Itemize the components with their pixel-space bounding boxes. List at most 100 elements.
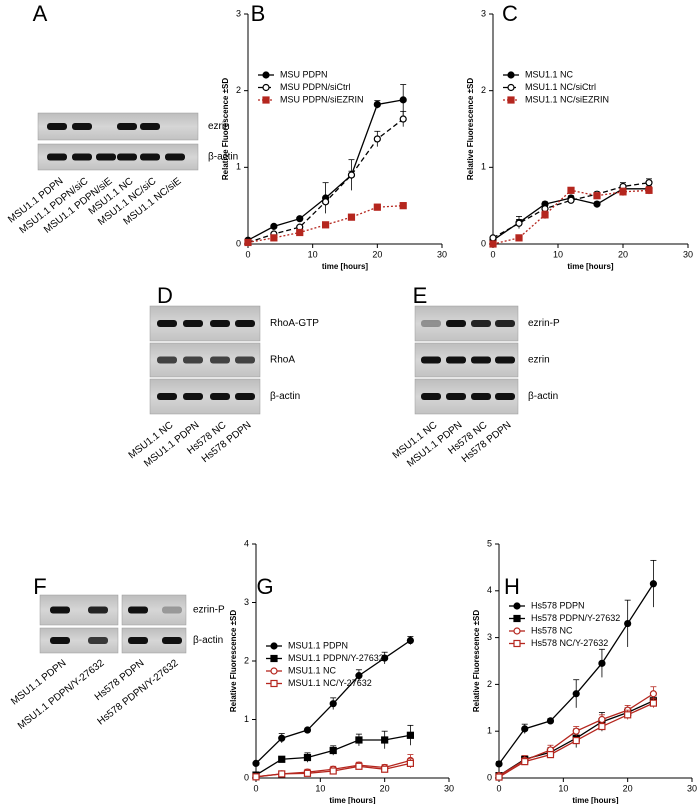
data-point — [572, 690, 580, 698]
blot-band — [47, 153, 67, 161]
data-point — [515, 234, 523, 242]
data-point — [381, 765, 389, 773]
blot-band — [157, 320, 177, 327]
legend-label: MSU PDPN — [280, 69, 328, 79]
data-point — [521, 758, 529, 766]
data-point — [252, 773, 260, 781]
y-axis-label: Relative Fluorescence ±SD — [221, 78, 230, 180]
data-point — [546, 750, 555, 759]
x-tick-label: 30 — [437, 249, 447, 259]
data-point — [521, 725, 529, 733]
blot-band — [140, 153, 160, 161]
blot-band — [421, 393, 441, 400]
data-point — [329, 746, 337, 755]
y-tick-label: 1 — [236, 162, 241, 172]
panel-label: H — [504, 574, 520, 599]
data-point — [355, 672, 363, 680]
y-axis-label: Relative Fluorescence ±SD — [229, 610, 238, 712]
blot-band — [162, 606, 182, 614]
data-point — [495, 773, 503, 781]
y-tick-label: 0 — [487, 772, 492, 782]
blot-row-label: ezrin-P — [193, 605, 225, 616]
x-axis-label: time [hours] — [322, 262, 369, 271]
blot-band — [471, 356, 491, 364]
blot-band — [495, 320, 515, 327]
data-point — [270, 222, 278, 230]
panel-label: A — [33, 1, 48, 26]
data-point — [598, 659, 606, 667]
data-point — [347, 171, 356, 179]
legend-marker — [507, 96, 515, 104]
x-tick-label: 10 — [315, 783, 325, 793]
x-axis-label: time [hours] — [572, 796, 619, 804]
data-point — [278, 770, 286, 778]
legend-marker — [507, 83, 515, 92]
x-axis-label: time [hours] — [329, 796, 376, 804]
y-axis-label: Relative Fluorescence ±SD — [472, 610, 481, 712]
blot-band — [495, 356, 515, 364]
data-point — [373, 135, 381, 143]
blot-row-label: β-actin — [528, 391, 558, 402]
data-point — [303, 753, 312, 762]
legend-marker — [270, 654, 278, 663]
y-tick-label: 5 — [487, 538, 492, 548]
blot-band — [157, 393, 177, 400]
y-tick-label: 3 — [487, 632, 492, 642]
legend-label: MSU1.1 PDPN — [288, 640, 348, 650]
data-point — [406, 636, 414, 645]
data-point — [406, 759, 414, 767]
blot-band — [471, 393, 491, 400]
x-tick-label: 0 — [245, 249, 250, 259]
data-point — [296, 215, 304, 223]
x-tick-label: 30 — [683, 249, 693, 259]
panel-label: F — [33, 574, 46, 599]
blot-band — [421, 356, 441, 364]
panel-label: C — [502, 1, 518, 26]
legend-label: Hs578 NC — [531, 625, 573, 635]
blot-band — [88, 637, 108, 644]
data-point — [495, 760, 503, 768]
blot-band — [210, 320, 230, 327]
data-point — [619, 188, 627, 196]
data-point — [598, 715, 606, 724]
data-point — [515, 219, 523, 227]
legend-label: MSU PDPN/siCtrl — [280, 82, 351, 92]
legend-marker — [262, 83, 270, 92]
x-tick-label: 10 — [308, 249, 318, 259]
blot-band — [47, 123, 67, 130]
legend-label: MSU1.1 NC — [288, 665, 337, 675]
y-tick-label: 2 — [244, 655, 249, 665]
data-point — [649, 580, 658, 588]
panel-label: G — [256, 574, 273, 599]
blot-band — [495, 393, 515, 400]
y-axis-label: Relative Fluorescence ±SD — [466, 78, 475, 180]
legend-marker — [513, 614, 521, 623]
x-tick-label: 30 — [444, 783, 454, 793]
data-point — [399, 202, 407, 210]
data-point — [624, 711, 632, 719]
blot-band — [50, 637, 70, 644]
legend-marker — [270, 667, 278, 675]
blot-band — [128, 606, 148, 614]
blot-band — [183, 320, 203, 327]
blot-band — [88, 606, 108, 614]
blot-band — [446, 320, 466, 327]
data-point — [399, 115, 407, 123]
data-point — [322, 221, 330, 229]
data-point — [270, 234, 278, 242]
blot-band — [235, 320, 255, 327]
blot-band — [421, 320, 441, 327]
y-tick-label: 2 — [487, 679, 492, 689]
x-tick-label: 0 — [253, 783, 258, 793]
data-point — [244, 238, 252, 247]
legend-marker — [513, 627, 521, 635]
blot-band — [157, 356, 177, 364]
data-point — [296, 228, 304, 237]
legend-marker — [270, 679, 278, 688]
blot-row-label: RhoA-GTP — [270, 318, 319, 329]
y-tick-label: 4 — [487, 585, 492, 595]
blot-row-label: ezrin — [208, 121, 230, 132]
legend-marker — [262, 71, 270, 79]
data-point — [373, 203, 381, 211]
